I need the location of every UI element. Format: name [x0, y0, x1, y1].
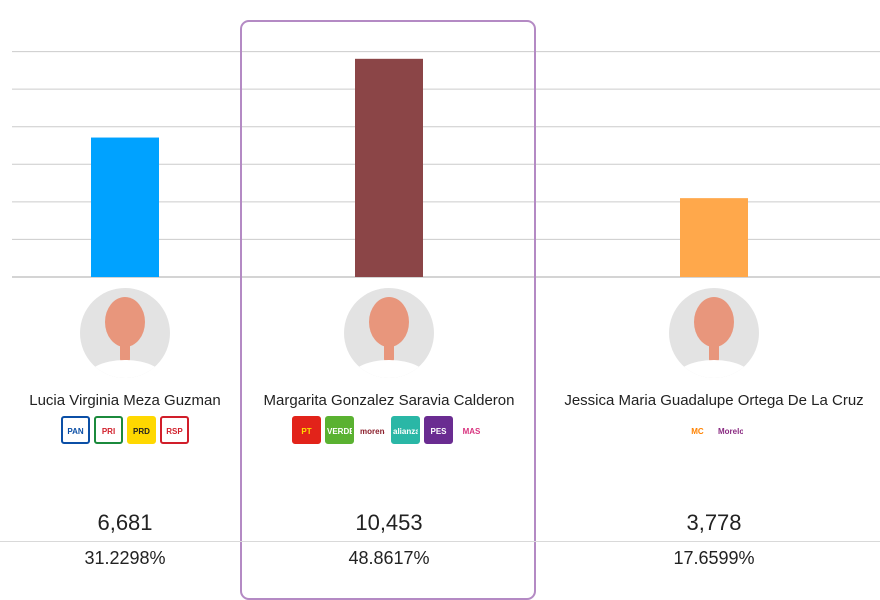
vote-percentage: 17.6599%: [673, 548, 755, 568]
bar-1: [91, 137, 159, 277]
avatar-icon: [669, 288, 759, 378]
party-logo-pri: PRI: [94, 416, 123, 444]
candidate-name: Jessica Maria Guadalupe Ortega De La Cru…: [564, 392, 864, 409]
party-logo-mas: MAS: [457, 416, 486, 444]
vote-count: 10,453: [355, 510, 423, 535]
party-logo-rsp: RSP: [160, 416, 189, 444]
candidate-name: Margarita Gonzalez Saravia Calderon: [263, 392, 515, 409]
avatar-icon: [80, 288, 170, 378]
row-divider: [0, 541, 880, 542]
vote-percentage: 31.2298%: [84, 548, 166, 568]
party-logo-pes: PES: [424, 416, 453, 444]
bar-3: [680, 198, 748, 277]
avatar-icon: [344, 288, 434, 378]
party-logo-pan: PAN: [61, 416, 90, 444]
vote-bar-chart: [12, 51, 880, 278]
party-logo-morena: morena: [358, 416, 387, 444]
bar-2: [355, 58, 423, 278]
party-logos: PAN PRI PRD RSP: [0, 416, 250, 444]
party-logo-verde: VERDE: [325, 416, 354, 444]
candidate-name: Lucia Virginia Meza Guzman: [29, 392, 221, 409]
party-logos: PT VERDE morena alianza PES MAS: [240, 416, 538, 444]
vote-count: 3,778: [686, 510, 742, 535]
party-logo-morelos: Morelos: [716, 416, 745, 444]
party-logo-alianza: alianza: [391, 416, 420, 444]
party-logo-pt: PT: [292, 416, 321, 444]
vote-count: 6,681: [97, 510, 153, 535]
party-logo-mc: MC: [683, 416, 712, 444]
party-logos: MCMorelos: [548, 416, 880, 444]
party-logo-prd: PRD: [127, 416, 156, 444]
vote-percentage: 48.8617%: [348, 548, 430, 568]
